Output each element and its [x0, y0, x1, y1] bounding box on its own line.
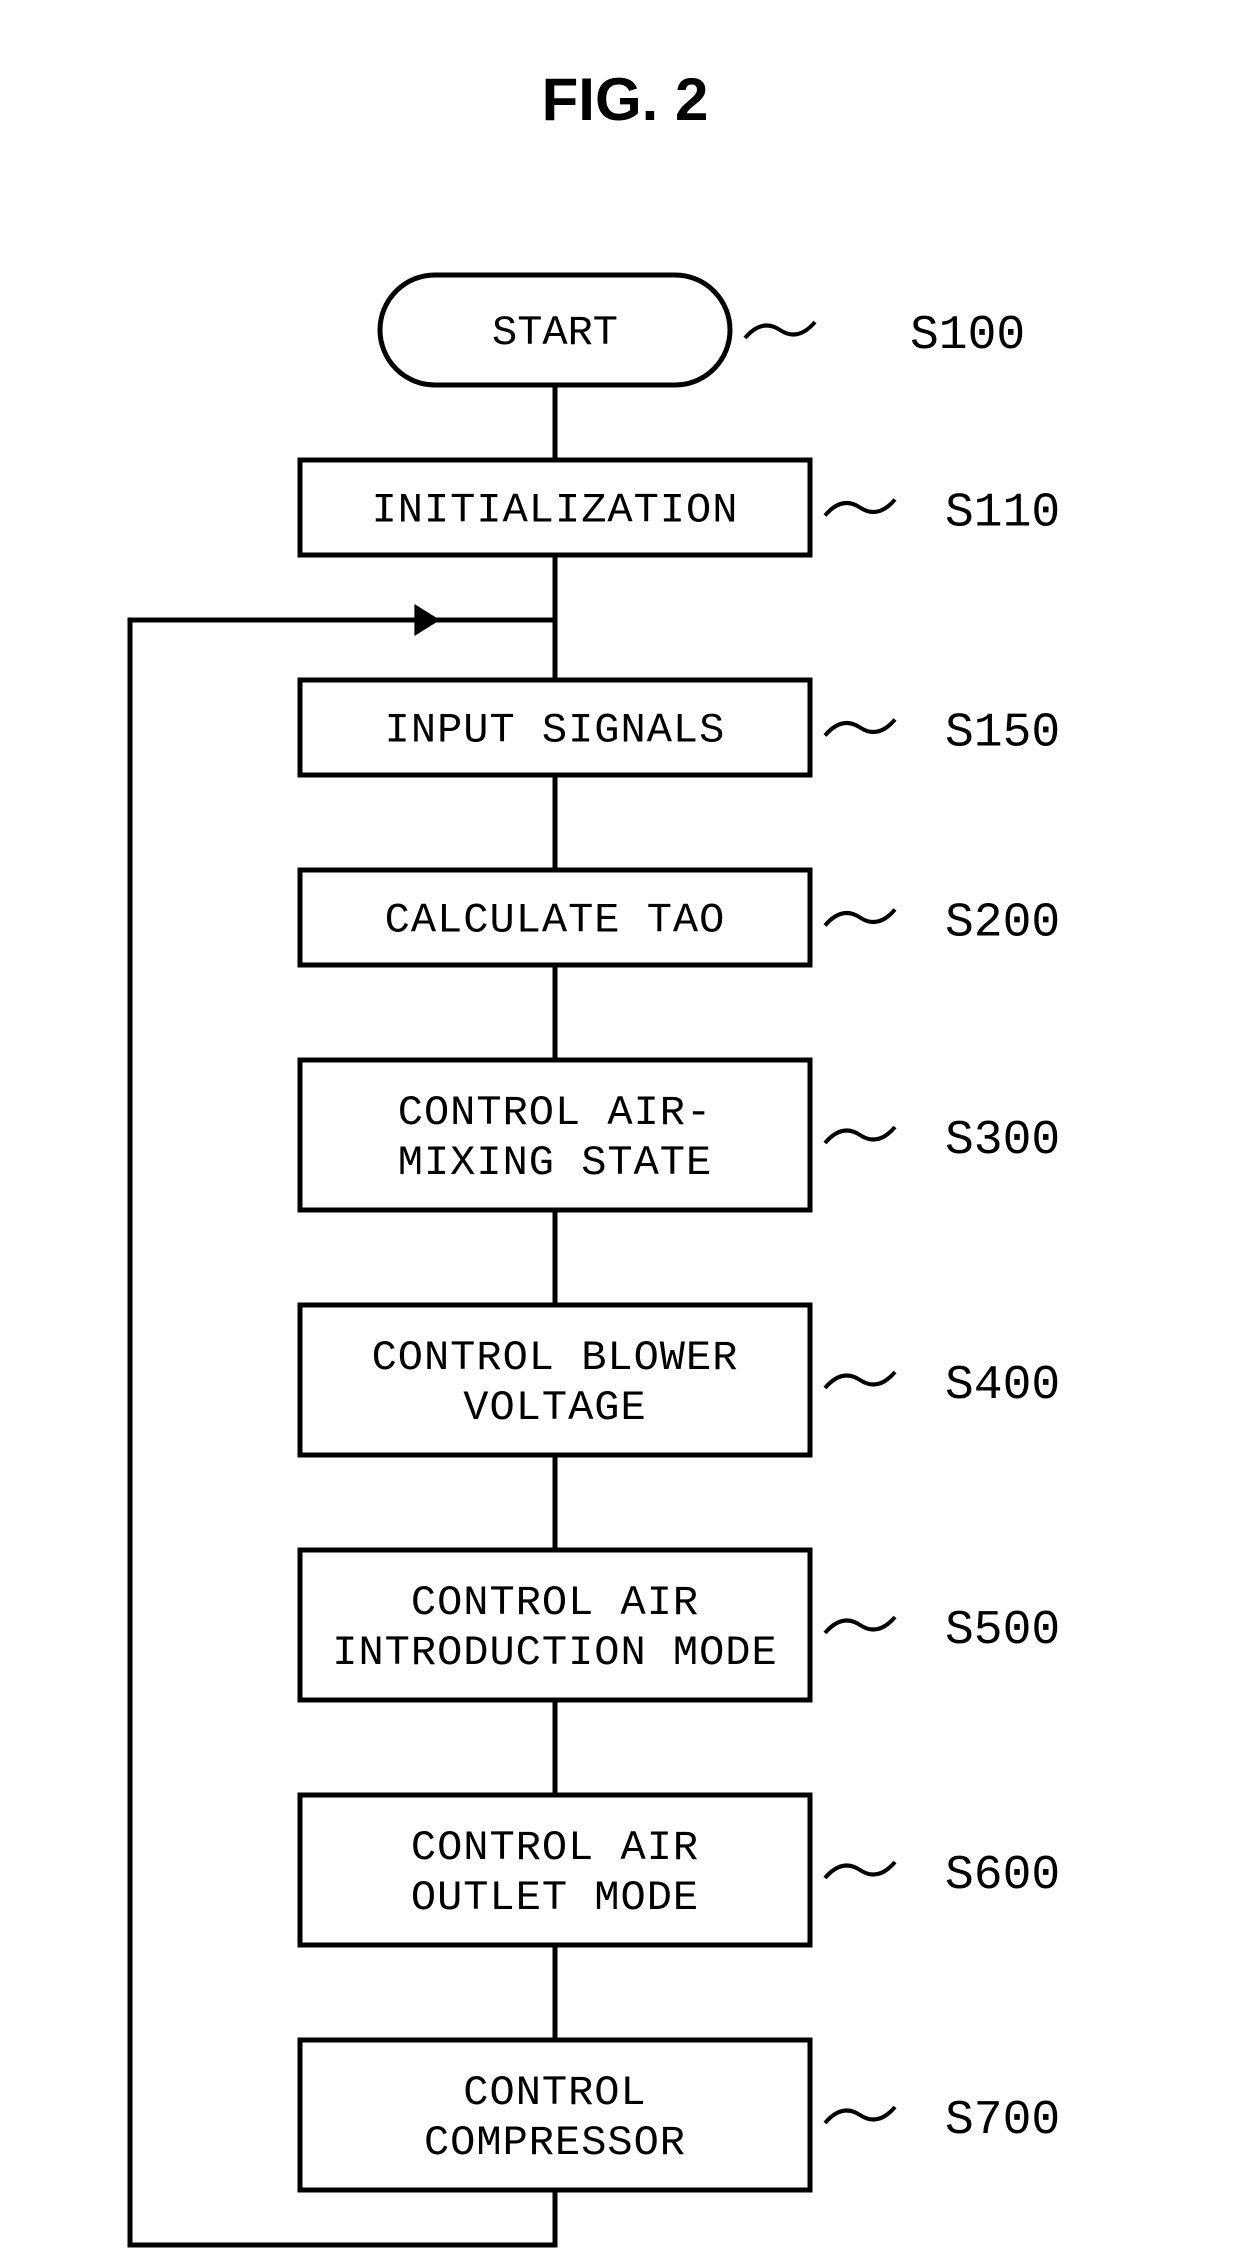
process-box-s700-line1: COMPRESSOR — [424, 2119, 686, 2167]
step-label-s110: S110 — [945, 487, 1060, 541]
process-box-s400-line1: VOLTAGE — [463, 1384, 646, 1432]
process-box-s300-line0: CONTROL AIR- — [398, 1089, 712, 1137]
process-box-s200-line0: CALCULATE TAO — [385, 897, 726, 945]
process-box-s110-line0: INITIALIZATION — [372, 487, 739, 535]
process-box-s300-line1: MIXING STATE — [398, 1139, 712, 1187]
process-box-s700-line0: CONTROL — [463, 2069, 646, 2117]
step-label-s400: S400 — [945, 1359, 1060, 1413]
step-label-s700: S700 — [945, 2094, 1060, 2148]
figure-title: FIG. 2 — [542, 66, 709, 133]
process-box-s600-line0: CONTROL AIR — [411, 1824, 699, 1872]
step-label-s150: S150 — [945, 707, 1060, 761]
step-label-s200: S200 — [945, 897, 1060, 951]
step-label-s300: S300 — [945, 1114, 1060, 1168]
step-label-s600: S600 — [945, 1849, 1060, 1903]
terminator-start-label: START — [492, 309, 618, 357]
process-box-s600-line1: OUTLET MODE — [411, 1874, 699, 1922]
process-box-s500-line1: INTRODUCTION MODE — [332, 1629, 777, 1677]
process-box-s500-line0: CONTROL AIR — [411, 1579, 699, 1627]
step-label-s100: S100 — [910, 309, 1025, 363]
process-box-s150-line0: INPUT SIGNALS — [385, 707, 726, 755]
step-label-s500: S500 — [945, 1604, 1060, 1658]
process-box-s400-line0: CONTROL BLOWER — [372, 1334, 739, 1382]
